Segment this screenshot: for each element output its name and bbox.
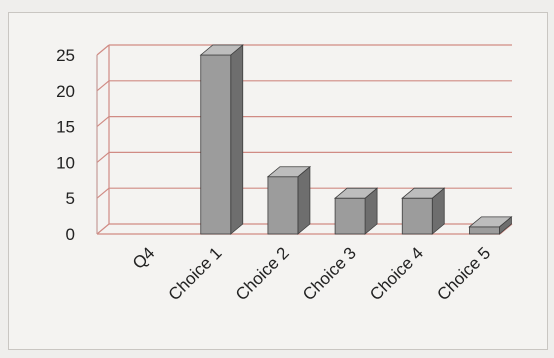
y-tick-labels: 0 5 10 15 20 25 <box>56 46 75 244</box>
bar-side <box>230 44 244 235</box>
gridline-depth <box>96 80 110 92</box>
x-tick-label: Choice 1 <box>165 243 226 304</box>
x-tick-label: Q4 <box>129 243 158 272</box>
gridlines <box>96 44 512 235</box>
bar-top <box>333 187 379 199</box>
gridline-depth <box>96 116 110 128</box>
bar-front <box>469 226 500 235</box>
bar <box>333 187 379 235</box>
x-tick-labels: Q4 Choice 1 Choice 2 Choice 3 Choice 4 Choice… <box>129 243 494 304</box>
y-tick-label: 10 <box>56 153 75 172</box>
bar-front <box>267 176 299 235</box>
bar <box>266 165 312 235</box>
bar-side <box>297 165 311 235</box>
y-tick-label: 15 <box>56 118 75 137</box>
bar-top <box>401 187 446 199</box>
bar-front <box>334 197 366 235</box>
bar-top <box>468 216 513 228</box>
y-tick-label: 25 <box>56 46 75 65</box>
gridline-depth <box>96 223 110 235</box>
x-tick-label: Choice 3 <box>299 243 360 304</box>
x-tick-label: Choice 2 <box>232 243 293 304</box>
gridline-depth <box>96 187 110 199</box>
x-tick-label: Choice 4 <box>366 243 427 304</box>
bars <box>199 44 513 235</box>
gridline-depth <box>96 44 110 56</box>
y-tick-label: 0 <box>66 225 75 244</box>
y-tick-label: 20 <box>56 82 75 101</box>
gridline-depth <box>96 151 110 163</box>
bar-top <box>199 44 244 56</box>
bar-front <box>401 197 433 235</box>
bar <box>199 44 244 235</box>
bar-top <box>266 166 312 178</box>
bar <box>468 215 513 235</box>
x-tick-label: Choice 5 <box>433 243 494 304</box>
bar-front <box>200 54 232 235</box>
y-tick-label: 5 <box>66 189 75 208</box>
bar <box>401 187 446 235</box>
